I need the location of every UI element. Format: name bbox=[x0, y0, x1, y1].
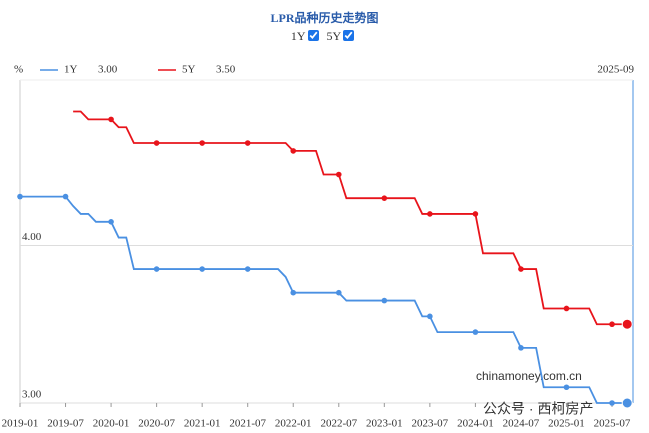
x-tick-label: 2023-01 bbox=[366, 418, 403, 430]
x-tick-label: 2020-01 bbox=[93, 418, 130, 430]
point bbox=[290, 148, 297, 154]
series bbox=[17, 193, 633, 409]
point bbox=[427, 211, 433, 217]
point bbox=[381, 195, 388, 201]
point bbox=[609, 321, 615, 328]
series-toggle[interactable]: 5Y bbox=[327, 29, 359, 43]
point bbox=[472, 329, 479, 335]
series-toggles: 1Y 5Y bbox=[0, 29, 649, 44]
point bbox=[621, 318, 633, 330]
x-tick-label: 2024-01 bbox=[457, 418, 494, 430]
line bbox=[20, 195, 628, 404]
y-tick-label: 4.00 bbox=[22, 231, 42, 243]
chart-title: LPR品种历史走势图 bbox=[270, 11, 379, 25]
point bbox=[108, 219, 114, 225]
x-tick-label: 2019-01 bbox=[2, 418, 39, 430]
series-checkbox[interactable] bbox=[343, 30, 355, 41]
series-toggle[interactable]: 1Y bbox=[291, 29, 323, 43]
x-tick-label: 2021-07 bbox=[229, 418, 266, 430]
line bbox=[73, 110, 628, 326]
point bbox=[244, 266, 251, 272]
series bbox=[73, 110, 633, 330]
point bbox=[17, 193, 23, 200]
x-tick-label: 2023-07 bbox=[412, 418, 449, 430]
toggle-label: 5Y bbox=[326, 29, 342, 43]
point bbox=[472, 211, 479, 217]
point bbox=[199, 140, 205, 146]
y-tick-label: 3.00 bbox=[22, 389, 42, 401]
x-tick-label: 2025-01 bbox=[548, 418, 585, 430]
x-tick-label: 2020-07 bbox=[138, 418, 175, 430]
x-tick-label: 2021-01 bbox=[184, 418, 221, 430]
point bbox=[381, 297, 388, 304]
legend-value: 3.00 bbox=[98, 64, 118, 76]
point bbox=[290, 289, 297, 296]
latest-date: 2025-09 bbox=[597, 64, 634, 76]
point bbox=[621, 397, 633, 409]
point bbox=[153, 140, 160, 146]
point bbox=[199, 266, 205, 272]
point bbox=[609, 400, 615, 406]
point bbox=[335, 289, 342, 296]
x-tick-label: 2022-01 bbox=[275, 418, 312, 430]
legend-value: 3.50 bbox=[216, 64, 236, 76]
x-tick-label: 2022-07 bbox=[320, 418, 357, 430]
point bbox=[244, 140, 251, 146]
point bbox=[335, 171, 342, 178]
legend-label: 1Y bbox=[64, 64, 78, 76]
point bbox=[427, 313, 433, 320]
point bbox=[518, 345, 524, 351]
x-tick-label: 2024-07 bbox=[503, 418, 540, 430]
watermark: 公众号 · 西柯房产 bbox=[483, 401, 593, 417]
watermark: chinamoney.com.cn bbox=[476, 369, 582, 383]
legend-label: 5Y bbox=[182, 64, 196, 76]
point bbox=[108, 116, 114, 123]
toggle-label: 1Y bbox=[290, 29, 306, 43]
point bbox=[563, 384, 570, 391]
y-unit: % bbox=[14, 64, 23, 76]
x-tick-label: 2025-07 bbox=[594, 418, 631, 430]
point bbox=[518, 266, 524, 272]
point bbox=[62, 193, 69, 200]
series-checkbox[interactable] bbox=[307, 30, 319, 41]
point bbox=[563, 305, 570, 312]
x-tick-label: 2019-07 bbox=[47, 418, 84, 430]
point bbox=[153, 266, 160, 272]
